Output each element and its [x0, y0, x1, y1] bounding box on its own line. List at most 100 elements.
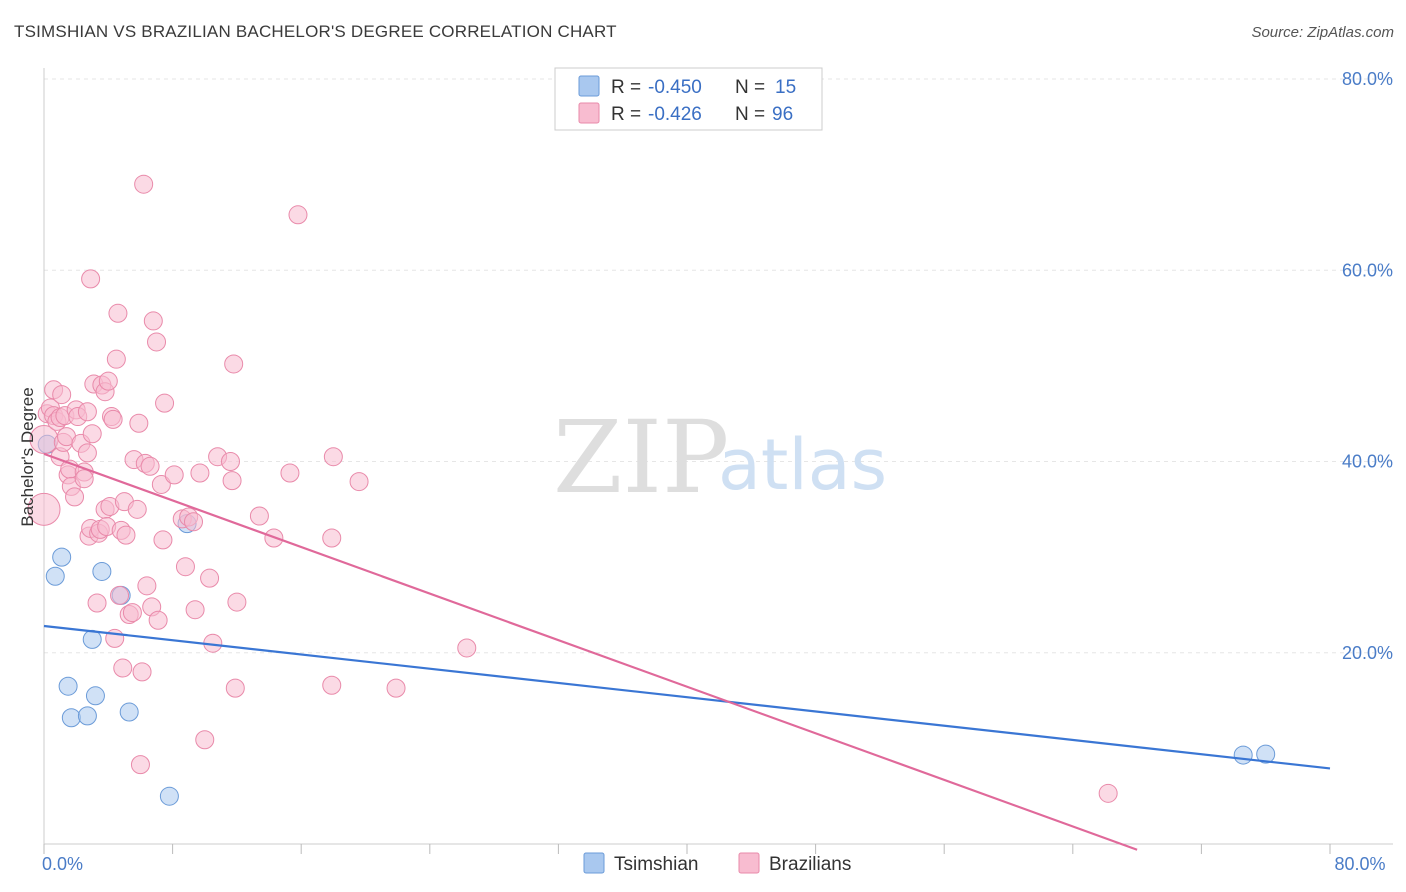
- bottom-legend-label-brazilians: Brazilians: [769, 854, 851, 875]
- bottom-legend-item-tsimshian: Tsimshian: [583, 852, 698, 875]
- data-point: [183, 512, 203, 532]
- series-brazilians: [27, 174, 1118, 803]
- bottom-legend-swatch-tsimshian: [583, 852, 605, 874]
- y-tick-label: 60.0%: [1342, 260, 1393, 280]
- data-point: [58, 676, 78, 696]
- data-point: [200, 568, 220, 588]
- data-point: [1098, 783, 1118, 803]
- data-point: [153, 530, 173, 550]
- data-point: [27, 492, 61, 526]
- y-axis-label: Bachelor's Degree: [18, 387, 37, 526]
- x-tick-labels: 0.0% 80.0%: [42, 854, 1386, 874]
- data-point: [151, 474, 171, 494]
- legend-r-label: R =: [611, 77, 641, 98]
- y-tick-label: 20.0%: [1342, 643, 1393, 663]
- data-point: [143, 311, 163, 331]
- data-point: [147, 332, 167, 352]
- data-point: [81, 269, 101, 289]
- bottom-legend-swatch-brazilians: [738, 852, 760, 874]
- data-point: [113, 658, 133, 678]
- legend-row-tsimshian: R = -0.450 N = 15: [578, 75, 796, 98]
- y-tick-label: 80.0%: [1342, 69, 1393, 89]
- data-point: [1233, 745, 1253, 765]
- data-point: [386, 678, 406, 698]
- data-point: [122, 603, 142, 623]
- data-point: [65, 487, 85, 507]
- y-tick-label: 40.0%: [1342, 452, 1393, 472]
- data-point: [185, 600, 205, 620]
- bottom-legend-item-brazilians: Brazilians: [738, 852, 851, 875]
- y-tick-labels: 20.0% 40.0% 60.0% 80.0%: [1342, 69, 1393, 663]
- data-point: [222, 471, 242, 491]
- trend-lines: [43, 452, 1331, 851]
- data-point: [457, 638, 477, 658]
- data-point: [127, 499, 147, 519]
- legend-n-label: N =: [735, 77, 765, 98]
- data-point: [148, 610, 168, 630]
- x-tick-label: 80.0%: [1334, 854, 1385, 874]
- data-point: [225, 678, 245, 698]
- data-point: [77, 443, 97, 463]
- data-point: [98, 371, 118, 391]
- source-credit: Source: ZipAtlas.com: [1251, 24, 1394, 41]
- data-point: [74, 469, 94, 489]
- data-point: [140, 456, 160, 476]
- data-point: [224, 354, 244, 374]
- data-point: [77, 402, 97, 422]
- legend-swatch-tsimshian: [578, 75, 600, 97]
- legend-r-label: R =: [611, 104, 641, 125]
- data-point: [322, 528, 342, 548]
- data-point: [45, 566, 65, 586]
- data-point: [103, 409, 123, 429]
- legend-r-value: -0.450: [648, 77, 702, 98]
- data-point: [106, 349, 126, 369]
- bottom-legend: Tsimshian Brazilians: [583, 852, 851, 875]
- data-point: [280, 463, 300, 483]
- legend-row-brazilians: R = -0.426 N = 96: [578, 102, 793, 125]
- watermark-atlas: atlas: [718, 424, 887, 506]
- data-point: [116, 525, 136, 545]
- legend-r-value: -0.426: [648, 104, 702, 125]
- data-point: [110, 585, 130, 605]
- data-point: [164, 465, 184, 485]
- data-point: [137, 576, 157, 596]
- data-point: [52, 547, 72, 567]
- legend-swatch-brazilians: [578, 102, 600, 124]
- data-point: [129, 413, 149, 433]
- data-point: [85, 686, 105, 706]
- data-point: [323, 447, 343, 467]
- data-point: [159, 786, 179, 806]
- data-point: [61, 708, 81, 728]
- trend-line-brazilians: [43, 452, 1138, 851]
- data-point: [155, 393, 175, 413]
- data-point: [349, 472, 369, 492]
- legend-n-label: N =: [735, 104, 765, 125]
- data-point: [322, 675, 342, 695]
- data-point: [1256, 744, 1276, 764]
- data-point: [220, 452, 240, 471]
- trend-line-tsimshian: [43, 624, 1331, 770]
- legend-n-value: 15: [775, 77, 796, 98]
- x-tick-label: 0.0%: [42, 854, 83, 874]
- watermark-zip: ZIP: [553, 399, 729, 516]
- data-point: [130, 755, 150, 775]
- data-point: [119, 702, 139, 722]
- data-point: [52, 385, 72, 405]
- data-point: [175, 557, 195, 577]
- data-point: [132, 662, 152, 682]
- data-point: [249, 506, 269, 526]
- data-point: [195, 730, 215, 750]
- data-point: [190, 463, 210, 483]
- axes: [43, 68, 1393, 854]
- bottom-legend-label-tsimshian: Tsimshian: [614, 854, 698, 875]
- legend-n-value: 96: [772, 104, 793, 125]
- data-point: [77, 706, 97, 726]
- data-point: [108, 303, 128, 323]
- data-point: [92, 561, 112, 581]
- chart-title: TSIMSHIAN VS BRAZILIAN BACHELOR'S DEGREE…: [14, 22, 617, 41]
- data-point: [134, 174, 154, 194]
- data-points: [27, 174, 1276, 806]
- data-point: [82, 424, 102, 444]
- grid-lines: [44, 78, 1393, 654]
